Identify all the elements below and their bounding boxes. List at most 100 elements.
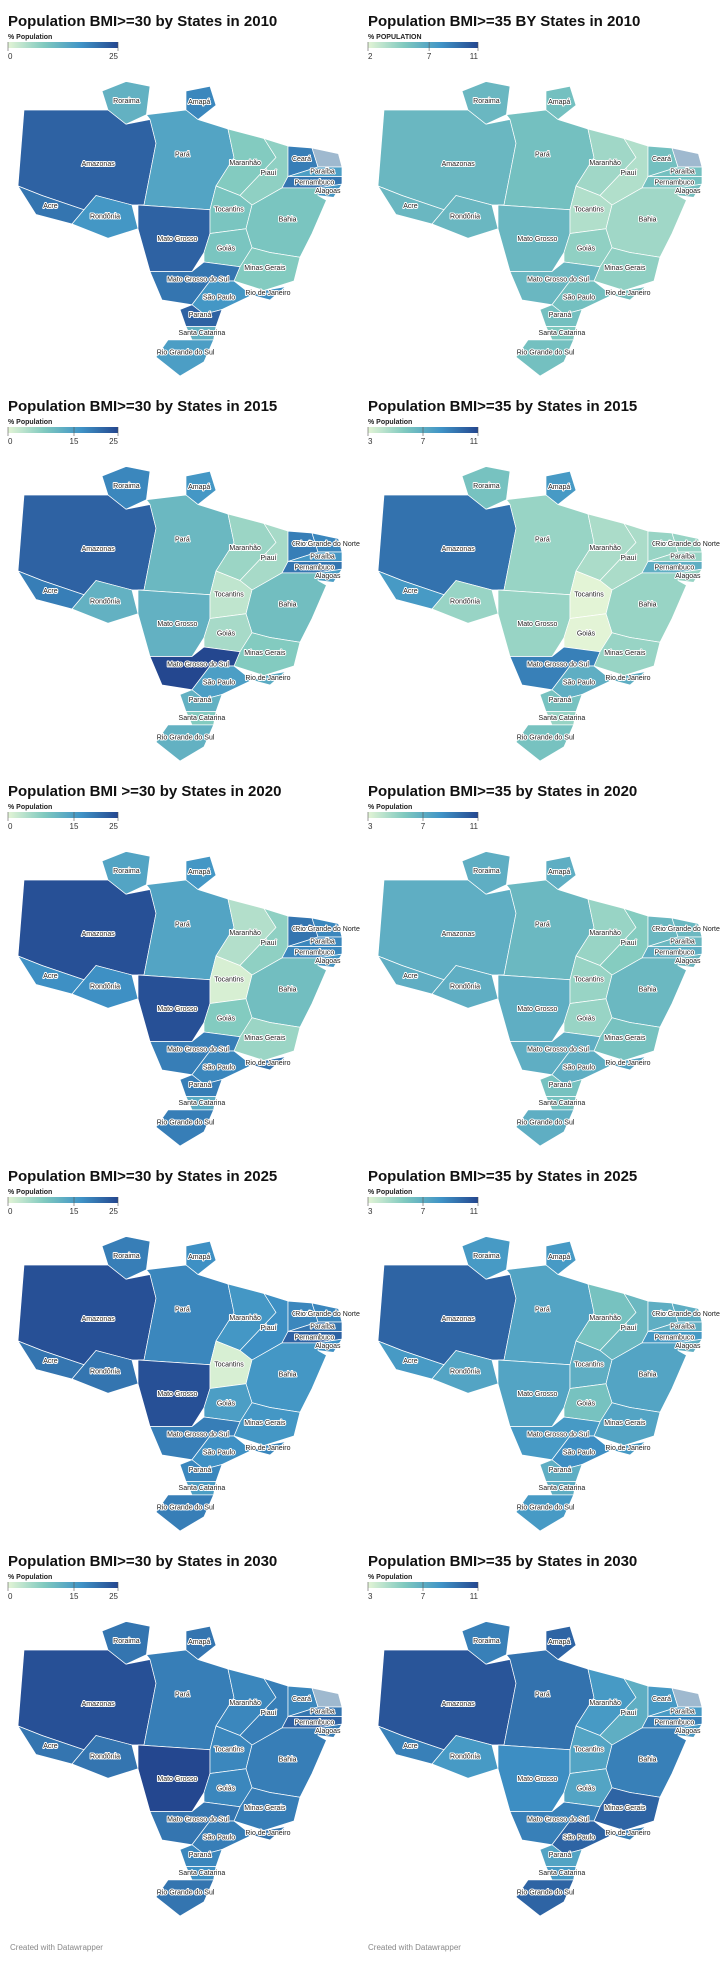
legend-title: % Population: [8, 419, 52, 426]
state-label: Tocantins: [574, 592, 604, 599]
state-label: Mato Grosso do Sul: [527, 1817, 589, 1824]
legend-title: % Population: [368, 804, 412, 811]
state-label: Mato Grosso do Sul: [167, 1432, 229, 1439]
state-label: Mato Grosso: [157, 621, 197, 628]
legend-tick-label: 25: [109, 437, 118, 446]
state-label: Pernambuco: [295, 949, 335, 956]
map-title: Population BMI>=30 by States in 2030: [8, 1553, 277, 1570]
state-label: Rondônia: [90, 1754, 120, 1761]
state-label: Pará: [175, 151, 190, 158]
state-label: Mato Grosso: [517, 1391, 557, 1398]
state-label: Alagoas: [315, 958, 341, 965]
state-label: Amazonas: [82, 161, 116, 168]
state-label: Santa Catarina: [179, 1870, 226, 1877]
state-region: [250, 286, 287, 301]
state-label: Goiás: [217, 1400, 236, 1407]
state-label: Pernambuco: [295, 179, 335, 186]
state-label: Paraíba: [670, 1709, 695, 1716]
state-label: Maranhão: [229, 545, 261, 552]
state-label: São Paulo: [203, 1834, 235, 1841]
state-region: [593, 632, 661, 676]
state-region: [185, 85, 217, 120]
state-label: Rio Grande do Sul: [157, 349, 215, 356]
state-label: Amazonas: [442, 1701, 476, 1708]
state-label: Tocantins: [574, 207, 604, 214]
map-title: Population BMI>=35 by States in 2030: [368, 1553, 637, 1570]
state-label: Paraná: [549, 697, 572, 704]
state-label: Goiás: [217, 245, 236, 252]
state-label: Amazonas: [82, 1701, 116, 1708]
state-label: Rondônia: [90, 984, 120, 991]
legend-tick-label: 15: [70, 1592, 79, 1601]
state-label: Minas Gerais: [604, 265, 646, 272]
state-label: Maranhão: [229, 930, 261, 937]
state-label: Paraíba: [310, 554, 335, 561]
state-label: Pernambuco: [655, 1719, 695, 1726]
state-label: Ceará: [292, 926, 311, 933]
legend-tick-label: 25: [109, 822, 118, 831]
state-label: São Paulo: [563, 1834, 595, 1841]
state-label: Maranhão: [229, 1700, 261, 1707]
state-label: Amazonas: [82, 1316, 116, 1323]
state-label: Mato Grosso do Sul: [527, 1432, 589, 1439]
state-label: Rio Grande do Sul: [157, 1119, 215, 1126]
state-label: Bahia: [639, 1371, 657, 1378]
state-label: Amazonas: [442, 161, 476, 168]
state-label: Pernambuco: [655, 179, 695, 186]
state-label: Goiás: [577, 630, 596, 637]
state-label: Alagoas: [315, 1728, 341, 1735]
state-label: Paraíba: [670, 554, 695, 561]
legend-tick-label: 0: [8, 1592, 13, 1601]
state-label: Mato Grosso: [517, 1776, 557, 1783]
state-region: [233, 1402, 301, 1446]
state-label: Goiás: [577, 1785, 596, 1792]
state-label: Alagoas: [315, 1343, 341, 1350]
state-label: Roraima: [113, 1253, 140, 1260]
state-label: Piauí: [621, 1710, 637, 1717]
state-label: Mato Grosso: [157, 1776, 197, 1783]
state-label: Rio Grande do Sul: [517, 1504, 575, 1511]
legend-bar: [8, 1582, 118, 1588]
state-label: Pernambuco: [655, 949, 695, 956]
state-label: Acre: [43, 588, 58, 595]
state-label: Goiás: [577, 1015, 596, 1022]
state-label: Pernambuco: [655, 564, 695, 571]
state-label: Santa Catarina: [179, 1485, 226, 1492]
state-label: Mato Grosso do Sul: [527, 277, 589, 284]
legend-title: % Population: [368, 1574, 412, 1581]
state-label: Minas Gerais: [604, 1035, 646, 1042]
state-label: Ceará: [292, 1311, 311, 1318]
state-label: Paraná: [189, 697, 212, 704]
state-label: Pará: [175, 921, 190, 928]
state-label: Alagoas: [675, 1343, 701, 1350]
state-label: Goiás: [217, 1015, 236, 1022]
state-label: Ceará: [652, 1696, 671, 1703]
state-region: [515, 1494, 575, 1532]
map-panel: Population BMI>=35 BY States in 2010 % PO…: [367, 13, 703, 377]
state-label: Rio de Janeiro: [605, 675, 650, 682]
legend-tick-label: 7: [421, 822, 426, 831]
legend-title: % Population: [8, 1574, 52, 1581]
state-region: [515, 1109, 575, 1147]
state-label: São Paulo: [563, 1064, 595, 1071]
state-label: Roraima: [473, 98, 500, 105]
state-label: Rio Grande do Norte: [295, 926, 360, 933]
legend-title: % POPULATION: [368, 34, 422, 41]
state-label: São Paulo: [203, 679, 235, 686]
state-region: [610, 1826, 647, 1841]
state-region: [545, 1625, 577, 1660]
legend-tick-label: 11: [470, 1207, 479, 1216]
state-label: Acre: [403, 1743, 418, 1750]
map-panel: Population BMI>=30 by States in 2010 % Po…: [7, 13, 343, 377]
state-label: Minas Gerais: [604, 650, 646, 657]
legend-bar: [8, 42, 118, 48]
state-label: Acre: [43, 203, 58, 210]
state-label: São Paulo: [563, 679, 595, 686]
state-label: Santa Catarina: [539, 715, 586, 722]
state-label: Mato Grosso: [157, 1006, 197, 1013]
map-panel: Population BMI>=30 by States in 2015 % Po…: [7, 398, 361, 762]
state-label: Tocantins: [214, 977, 244, 984]
map-panel: Population BMI >=30 by States in 2020 % P…: [7, 783, 361, 1147]
state-label: Santa Catarina: [179, 330, 226, 337]
state-label: Paraíba: [670, 1324, 695, 1331]
